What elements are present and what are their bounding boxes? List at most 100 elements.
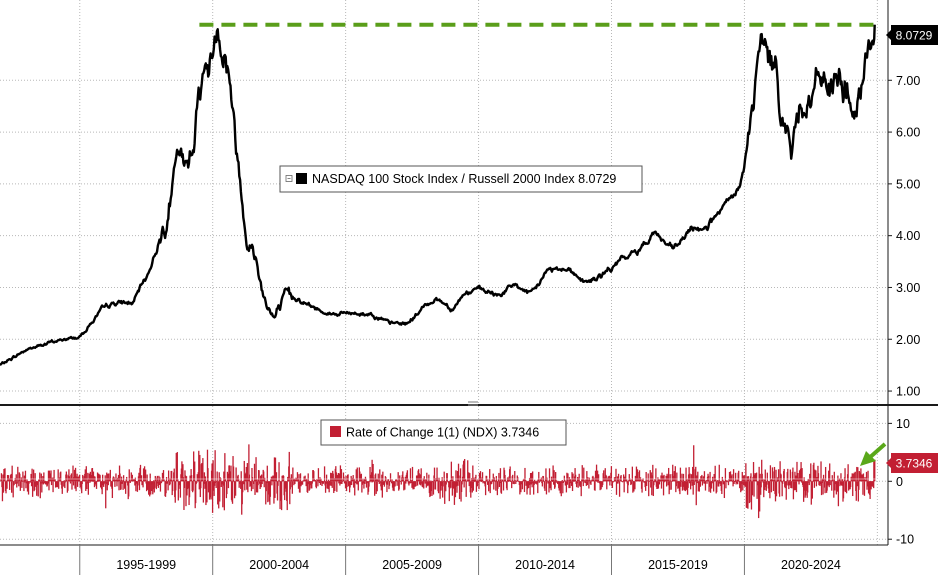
- roc-bar: [463, 481, 465, 488]
- roc-bar: [313, 471, 315, 482]
- roc-bar: [371, 459, 373, 482]
- roc-bar: [96, 472, 99, 482]
- roc-bar: [473, 478, 476, 482]
- roc-bar: [763, 481, 765, 498]
- roc-bar: [741, 471, 743, 482]
- roc-bar: [188, 481, 191, 498]
- roc-bar: [745, 463, 747, 482]
- roc-bar: [106, 472, 108, 482]
- roc-bar: [39, 472, 41, 482]
- roc-bar: [323, 466, 326, 482]
- roc-bar: [538, 471, 540, 482]
- roc-bar: [514, 471, 516, 482]
- roc-bar: [167, 470, 170, 482]
- roc-bar: [8, 478, 10, 482]
- roc-bar: [718, 464, 720, 482]
- roc-bar: [704, 481, 707, 491]
- roc-bar: [663, 474, 665, 482]
- roc-bar: [844, 481, 847, 492]
- roc-bar: [7, 475, 10, 482]
- roc-bar: [471, 481, 473, 493]
- roc-bar: [357, 481, 359, 491]
- roc-bar: [44, 480, 46, 482]
- roc-bar: [742, 475, 744, 482]
- roc-bar: [467, 460, 469, 482]
- roc-bar: [153, 480, 155, 482]
- roc-bar: [666, 475, 669, 482]
- roc-bar: [462, 460, 465, 482]
- roc-bar: [563, 475, 565, 482]
- roc-bar: [829, 481, 831, 486]
- roc-bar: [224, 478, 227, 482]
- roc-bar: [829, 463, 831, 482]
- roc-bar: [27, 481, 30, 495]
- roc-bar: [86, 481, 88, 484]
- roc-bar: [2, 474, 4, 482]
- roc-bar: [740, 481, 742, 491]
- roc-bar: [203, 472, 206, 482]
- roc-bar: [304, 479, 307, 482]
- roc-bar: [583, 480, 585, 482]
- roc-bar: [133, 478, 136, 482]
- roc-bar: [863, 481, 866, 496]
- roc-bar: [651, 481, 653, 496]
- roc-bar: [273, 457, 276, 482]
- roc-bar: [255, 457, 257, 482]
- roc-bar: [122, 481, 124, 490]
- roc-bar: [31, 481, 34, 497]
- roc-bar: [314, 480, 317, 482]
- roc-bar: [372, 463, 374, 482]
- roc-bar: [34, 481, 36, 491]
- roc-bar: [299, 473, 302, 482]
- y-tick-label-top-3: 4.00: [896, 229, 920, 243]
- roc-bar: [519, 481, 521, 495]
- roc-bar: [263, 481, 265, 488]
- roc-bar: [529, 473, 532, 482]
- roc-bar: [440, 481, 443, 486]
- roc-bar: [419, 474, 421, 482]
- roc-bar: [61, 481, 63, 494]
- y-tick-label-top-0: 1.00: [896, 385, 920, 399]
- roc-bar: [149, 473, 151, 482]
- roc-bar: [616, 481, 618, 484]
- roc-bar: [824, 466, 827, 482]
- roc-bar: [648, 481, 650, 482]
- roc-bar: [15, 481, 17, 484]
- roc-bar: [89, 481, 91, 483]
- roc-bar: [794, 471, 796, 482]
- roc-bar: [665, 475, 667, 482]
- roc-bar: [76, 481, 79, 487]
- roc-bar: [652, 481, 654, 497]
- roc-bar: [67, 481, 69, 491]
- roc-bar: [431, 481, 433, 496]
- y-tick-label-top-5: 6.00: [896, 126, 920, 140]
- roc-bar: [116, 481, 118, 487]
- roc-bar: [105, 481, 107, 485]
- roc-bar: [222, 481, 224, 486]
- roc-bar: [711, 481, 713, 484]
- roc-bar: [40, 481, 42, 484]
- roc-bar: [349, 481, 352, 485]
- roc-bar: [697, 481, 699, 492]
- roc-bar: [834, 481, 836, 485]
- roc-bar: [181, 461, 183, 482]
- roc-bar: [854, 471, 856, 482]
- roc-bar: [251, 468, 253, 482]
- roc-bar: [837, 475, 839, 482]
- roc-bar: [561, 480, 563, 482]
- roc-bar: [95, 481, 98, 489]
- roc-bar: [23, 481, 25, 492]
- roc-bar: [793, 481, 796, 491]
- roc-bar: [222, 481, 224, 508]
- roc-bar: [318, 481, 321, 484]
- roc-bar: [572, 473, 574, 482]
- roc-bar: [696, 475, 698, 482]
- roc-bar: [812, 481, 814, 482]
- roc-bar: [340, 469, 343, 482]
- roc-bar: [557, 481, 559, 485]
- roc-bar: [97, 473, 100, 482]
- roc-bar: [715, 479, 717, 482]
- roc-bar: [770, 481, 773, 493]
- roc-bar: [845, 481, 848, 494]
- roc-bar: [512, 474, 514, 482]
